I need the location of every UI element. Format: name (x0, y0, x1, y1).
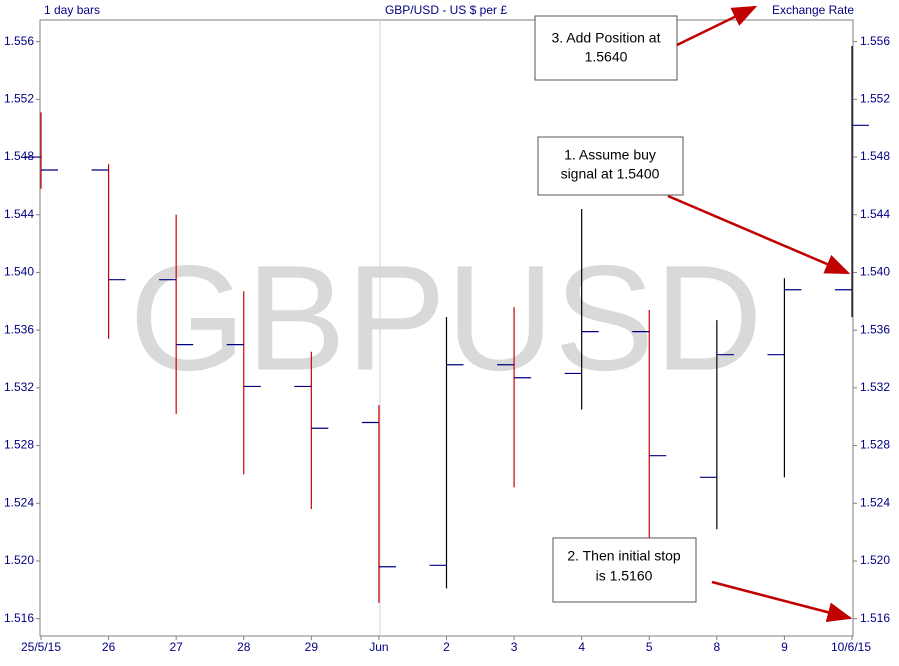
x-tick-label: 9 (781, 640, 788, 654)
x-tick-label: 5 (646, 640, 653, 654)
callout-text: 1. Assume buy (564, 147, 656, 163)
callout (537, 136, 684, 196)
y-tick-label-right: 1.532 (860, 380, 890, 394)
annotations: 3. Add Position at 1.5640 1. Assume buy … (534, 5, 853, 622)
y-label: Exchange Rate (772, 3, 854, 17)
y-tick-label: 1.548 (4, 149, 34, 163)
y-tick-label: 1.532 (4, 380, 34, 394)
callout-text: 3. Add Position at (552, 30, 661, 46)
y-tick-label-right: 1.544 (860, 207, 890, 221)
x-tick-label: 10/6/15 (831, 640, 871, 654)
y-tick-label-right: 1.520 (860, 553, 890, 567)
chart-title: GBP/USD - US $ per £ (385, 3, 507, 17)
y-tick-label-right: 1.540 (860, 265, 890, 279)
y-tick-label-right: 1.516 (860, 611, 890, 625)
callout (552, 537, 697, 603)
arrow (667, 194, 851, 275)
x-tick-label: 27 (169, 640, 183, 654)
callout (534, 15, 678, 81)
y-tick-label: 1.556 (4, 34, 34, 48)
callout-text: 2. Then initial stop (567, 548, 681, 564)
x-tick-label: Jun (369, 640, 388, 654)
x-tick-label: 2 (443, 640, 450, 654)
arrow (676, 5, 758, 47)
y-tick-label: 1.552 (4, 92, 34, 106)
arrow (711, 580, 853, 622)
y-tick-label: 1.528 (4, 438, 34, 452)
x-tick-label: 25/5/15 (21, 640, 61, 654)
y-tick-label-right: 1.552 (860, 92, 890, 106)
y-tick-label-right: 1.528 (860, 438, 890, 452)
callout-text: signal at 1.5400 (561, 166, 660, 182)
y-tick-label-right: 1.524 (860, 495, 890, 509)
x-tick-label: 3 (511, 640, 518, 654)
x-tick-label: 8 (713, 640, 720, 654)
y-tick-label: 1.540 (4, 265, 34, 279)
y-tick-label: 1.544 (4, 207, 34, 221)
y-tick-label: 1.520 (4, 553, 34, 567)
x-tick-label: 4 (578, 640, 585, 654)
x-tick-label: 29 (305, 640, 319, 654)
x-tick-label: 26 (102, 640, 116, 654)
y-tick-label: 1.516 (4, 611, 34, 625)
subtitle: 1 day bars (44, 3, 100, 17)
y-tick-label: 1.524 (4, 495, 34, 509)
y-tick-label-right: 1.556 (860, 34, 890, 48)
y-tick-label-right: 1.536 (860, 322, 890, 336)
callout-text: is 1.5160 (596, 568, 653, 584)
callout-text: 1.5640 (585, 49, 628, 65)
y-tick-label-right: 1.548 (860, 149, 890, 163)
y-tick-label: 1.536 (4, 322, 34, 336)
x-tick-label: 28 (237, 640, 251, 654)
